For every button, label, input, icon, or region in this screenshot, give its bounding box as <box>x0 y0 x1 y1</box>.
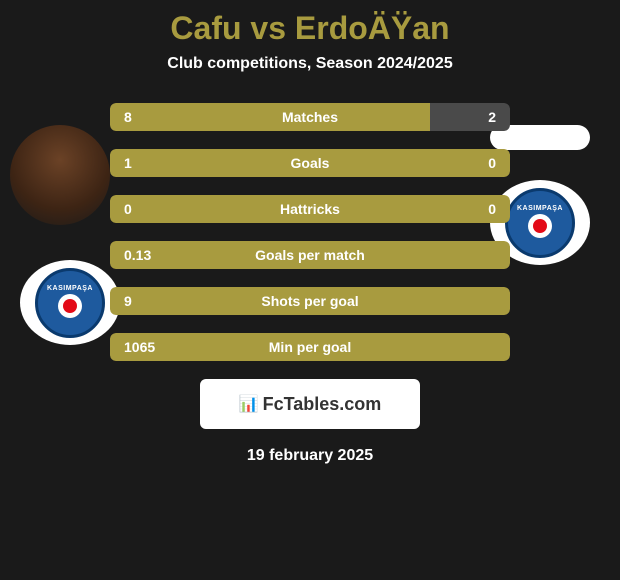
stat-value-left: 0 <box>110 201 132 217</box>
stat-value-left: 1065 <box>110 339 155 355</box>
stat-row: 0.13 Goals per match <box>110 241 510 269</box>
stat-bar-left <box>110 103 430 131</box>
stats-area: 8 Matches 2 1 Goals 0 0 Hattricks 0 0.13 Goals per… <box>0 103 620 361</box>
footer-logo-text: FcTables.com <box>263 394 382 415</box>
stat-row: 0 Hattricks 0 <box>110 195 510 223</box>
stat-value-right: 2 <box>488 109 496 125</box>
footer-date: 19 february 2025 <box>0 447 620 465</box>
stat-label: Hattricks <box>280 201 340 217</box>
stat-row: 9 Shots per goal <box>110 287 510 315</box>
page-title: Cafu vs ErdoÄŸan <box>0 10 620 47</box>
page-subtitle: Club competitions, Season 2024/2025 <box>0 55 620 73</box>
stat-label: Goals per match <box>255 247 365 263</box>
stat-row: 8 Matches 2 <box>110 103 510 131</box>
footer-logo[interactable]: 📊 FcTables.com <box>200 379 420 429</box>
stat-label: Goals <box>291 155 330 171</box>
stat-label: Shots per goal <box>261 293 358 309</box>
main-container: Cafu vs ErdoÄŸan Club competitions, Seas… <box>0 0 620 580</box>
stat-value-left: 0.13 <box>110 247 151 263</box>
stat-label: Min per goal <box>269 339 351 355</box>
stat-value-left: 8 <box>110 109 132 125</box>
stat-bar-right <box>430 103 510 131</box>
chart-icon: 📊 <box>239 394 259 414</box>
stat-value-left: 1 <box>110 155 132 171</box>
stat-label: Matches <box>282 109 338 125</box>
stat-value-left: 9 <box>110 293 132 309</box>
stat-row: 1 Goals 0 <box>110 149 510 177</box>
stat-row: 1065 Min per goal <box>110 333 510 361</box>
stat-value-right: 0 <box>488 201 496 217</box>
stat-value-right: 0 <box>488 155 496 171</box>
